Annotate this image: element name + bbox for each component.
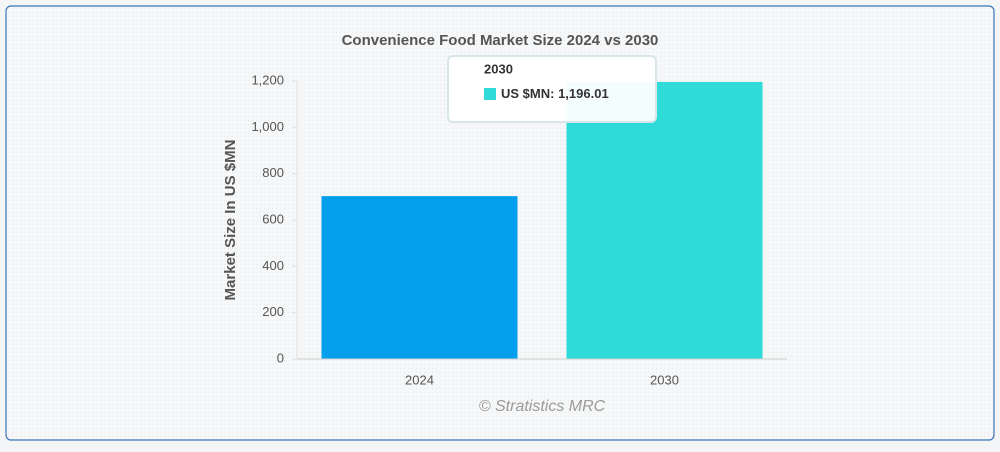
chart-title: Convenience Food Market Size 2024 vs 203… (342, 32, 659, 49)
y-tick-label: 0 (277, 350, 284, 365)
bar (321, 196, 518, 359)
y-tick-label: 1,000 (251, 119, 284, 134)
y-tick-label: 400 (262, 258, 284, 273)
tooltip-swatch (484, 88, 496, 100)
tooltip-box (447, 55, 657, 123)
x-tick-label: 2030 (650, 372, 679, 387)
y-tick-label: 800 (262, 165, 284, 180)
y-tick-label: 600 (262, 211, 284, 226)
tooltip-sep: : (550, 86, 558, 101)
tooltip: 2030 US $MN: 1,196.01 (447, 55, 657, 123)
y-axis-label: Market Size In US $MN (222, 140, 239, 301)
credits: © Stratistics MRC (479, 398, 606, 415)
y-tick-label: 1,200 (251, 72, 284, 87)
tooltip-text: US $MN: 1,196.01 (501, 86, 609, 101)
tooltip-title: 2030 (484, 61, 513, 76)
tooltip-value: 1,196.01 (558, 86, 609, 101)
y-tick-label: 200 (262, 304, 284, 319)
bar (566, 81, 763, 359)
tooltip-series: US $MN (501, 86, 550, 101)
x-tick-label: 2024 (405, 372, 434, 387)
